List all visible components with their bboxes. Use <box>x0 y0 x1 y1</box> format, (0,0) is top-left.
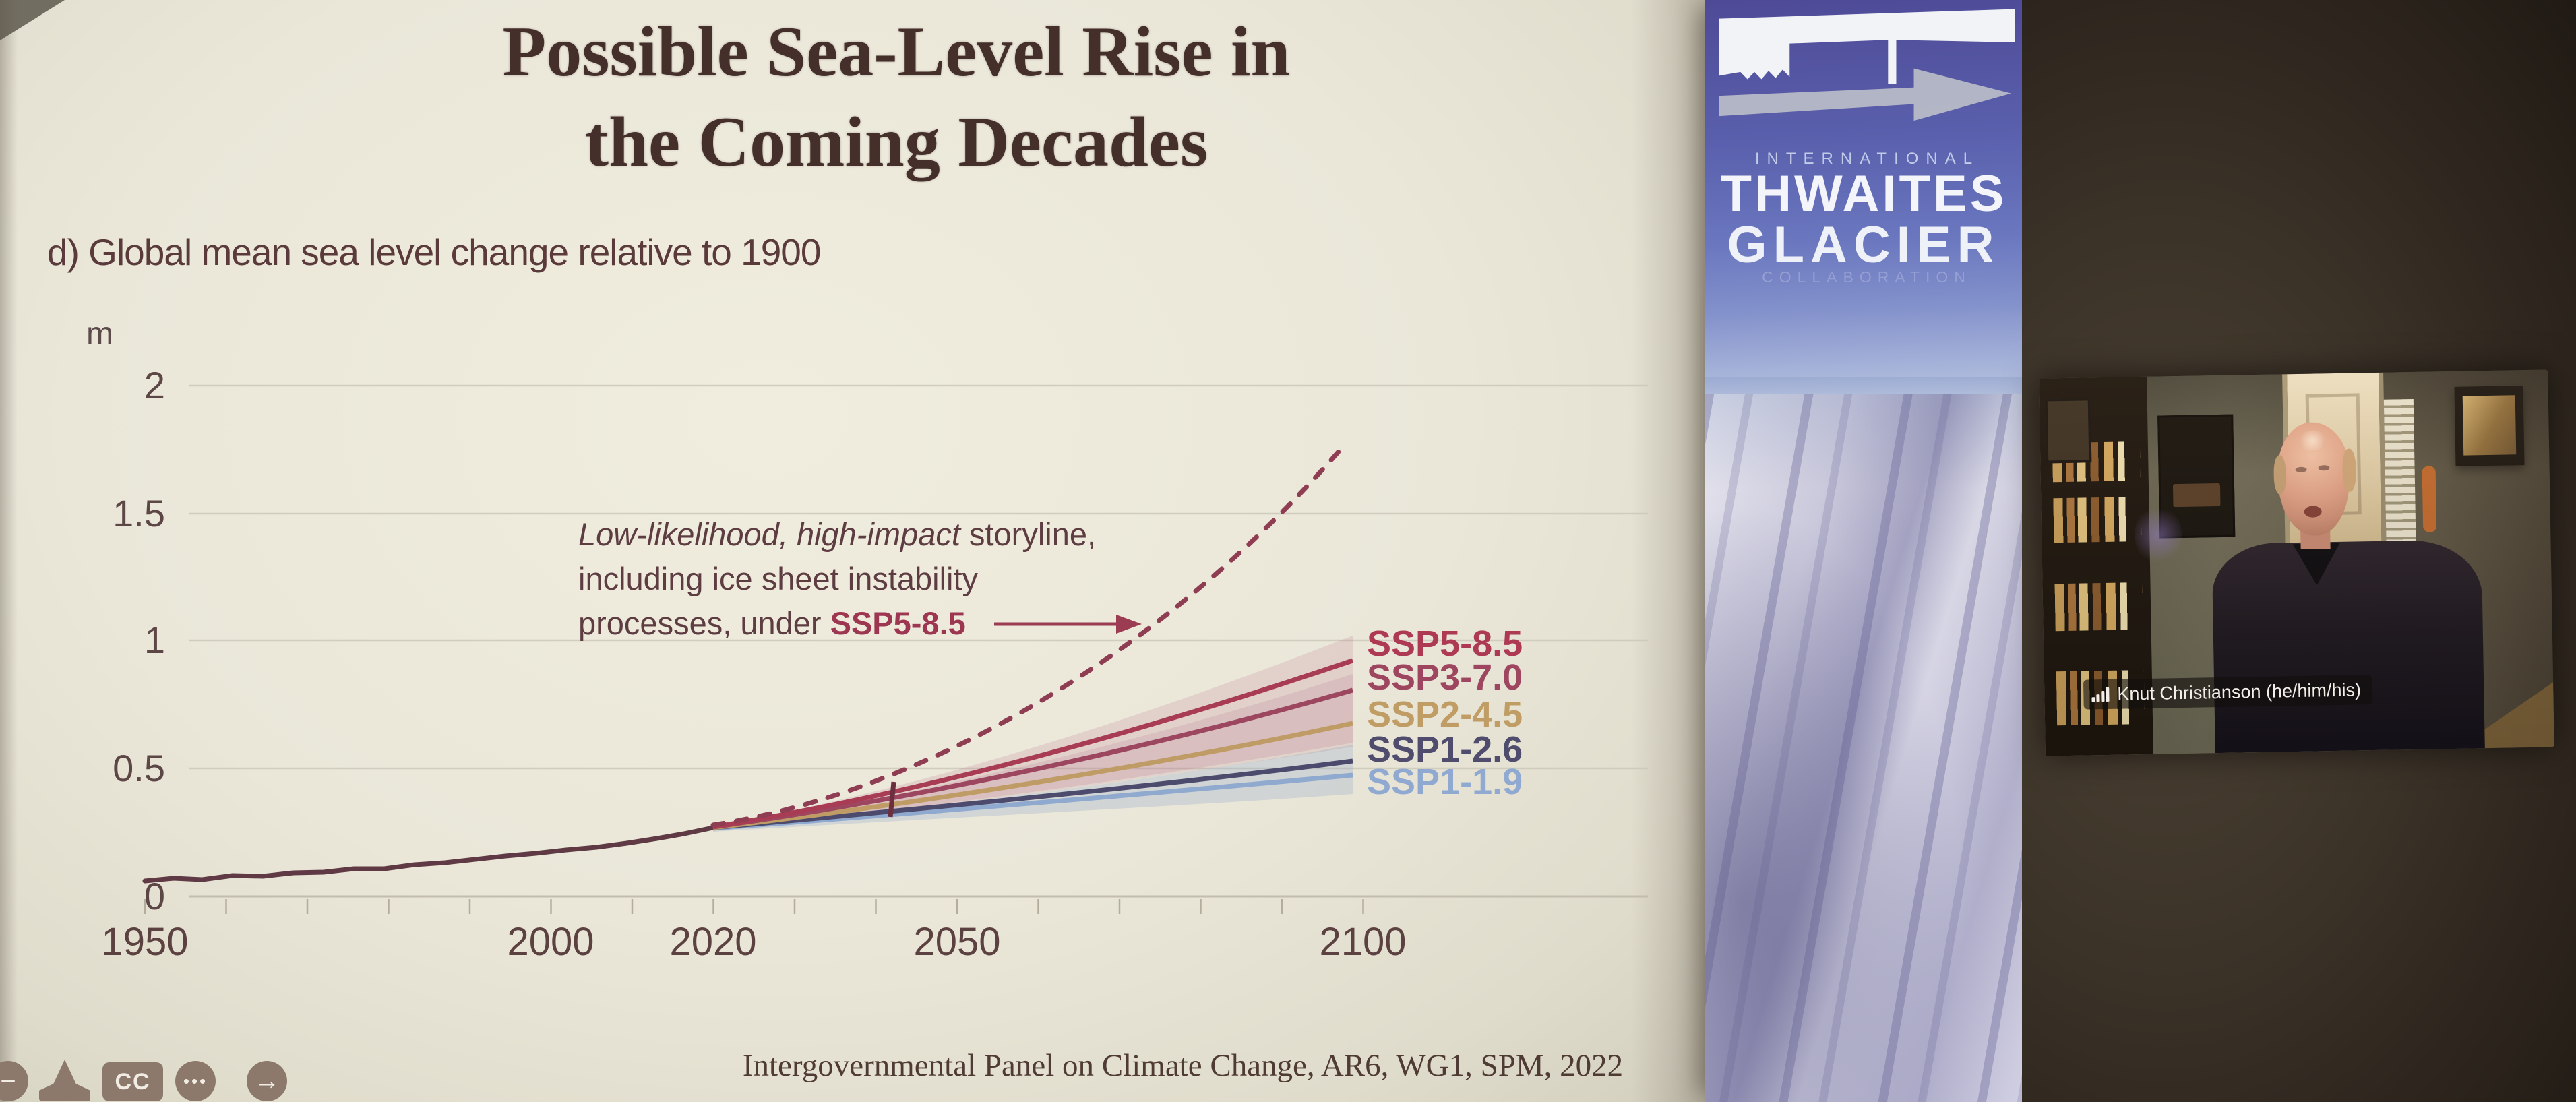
storyline-annotation: Low-likelihood, high-impact storyline, i… <box>578 512 1096 646</box>
line-ssp2-4.5 <box>712 721 1353 830</box>
ellipsis-icon: ••• <box>183 1070 208 1091</box>
slide-title: Possible Sea-Level Rise in the Coming De… <box>175 7 1618 187</box>
y-tick-0: 0 <box>144 875 165 917</box>
next-button[interactable]: → <box>247 1061 287 1101</box>
sea-level-chart <box>142 384 1648 914</box>
arrow-right-icon: → <box>254 1066 280 1095</box>
banner-glacier-photo <box>1705 394 2022 1102</box>
previous-button[interactable]: − <box>0 1061 28 1101</box>
x-tick-2020: 2020 <box>669 920 757 964</box>
legend-ssp5-8-5: SSP5-8.5 <box>1367 623 1523 664</box>
line-ssp5-8.5 <box>712 658 1354 830</box>
banner-glacier-word: GLACIER <box>1727 216 2000 274</box>
speaker-video-tile[interactable]: Knut Christianson (he/him/his) <box>2039 369 2554 756</box>
line-ssp3-7.0 <box>712 687 1353 830</box>
minus-icon: − <box>0 1066 16 1096</box>
historical-line <box>142 825 716 884</box>
y-tick-0-5: 0.5 <box>113 747 165 789</box>
banner-collaboration: COLLABORATION <box>1762 268 1971 286</box>
source-citation: Intergovernmental Panel on Climate Chang… <box>742 1048 1624 1083</box>
banner-international: INTERNATIONAL <box>1754 150 1980 168</box>
line-ssp1-2.6 <box>712 758 1353 830</box>
x-tick-2050: 2050 <box>913 920 1001 964</box>
room-dark-area: Knut Christianson (he/him/his) <box>2022 0 2576 1102</box>
closed-captions-button[interactable]: CC <box>102 1062 163 1101</box>
legend-ssp1-2-6: SSP1-2.6 <box>1367 729 1523 770</box>
gridlines <box>189 384 1648 770</box>
legend-ssp2-4-5: SSP2-4.5 <box>1367 694 1523 735</box>
banner-thwaites-word: THWAITES <box>1720 165 2007 222</box>
legend-ssp1-1-9: SSP1-1.9 <box>1367 762 1523 802</box>
more-options-button[interactable]: ••• <box>175 1061 216 1101</box>
slide-title-line2: the Coming Decades <box>584 102 1208 181</box>
band-high-scenarios <box>713 636 1353 830</box>
band-mid-scenarios <box>713 674 1353 830</box>
participant-name-text: Knut Christianson (he/him/his) <box>2117 679 2362 704</box>
y-axis-unit-label: m <box>86 316 113 352</box>
screen-edge-shade-right <box>1631 0 1705 1102</box>
slide-title-line1: Possible Sea-Level Rise in <box>502 12 1291 91</box>
screen-edge-shade-left <box>0 0 18 1102</box>
participant-name-badge: Knut Christianson (he/him/his) <box>2083 675 2372 710</box>
annotation-arrow <box>994 615 1142 634</box>
chart-subtitle: d) Global mean sea level change relative… <box>47 231 821 273</box>
x-tick-2100: 2100 <box>1319 920 1407 964</box>
y-tick-1-5: 1.5 <box>113 492 165 534</box>
legend-ssp3-7-0: SSP3-7.0 <box>1367 657 1523 698</box>
y-tick-1: 1 <box>144 619 165 661</box>
thwaites-banner: INTERNATIONAL THWAITES GLACIER COLLABORA… <box>1705 0 2022 1102</box>
annotation-line1: Low-likelihood, high-impact storyline, <box>578 516 1097 552</box>
slide-panel: Possible Sea-Level Rise in the Coming De… <box>0 0 1705 1102</box>
x-tick-1950: 1950 <box>101 920 189 964</box>
annotation-line2: including ice sheet instability <box>578 561 979 596</box>
annotation-line3: processes, under SSP5-8.5 <box>578 605 966 641</box>
cc-icon: CC <box>115 1068 151 1095</box>
thwaites-glacier-logo-icon <box>1719 9 2015 121</box>
x-tick-2000: 2000 <box>507 920 594 964</box>
storyline-dashed-line <box>710 443 1346 828</box>
y-tick-2: 2 <box>144 364 165 406</box>
signal-bars-icon <box>2091 687 2110 702</box>
bundle-marker-tick <box>888 781 896 818</box>
x-axis-ticks <box>144 899 1364 914</box>
